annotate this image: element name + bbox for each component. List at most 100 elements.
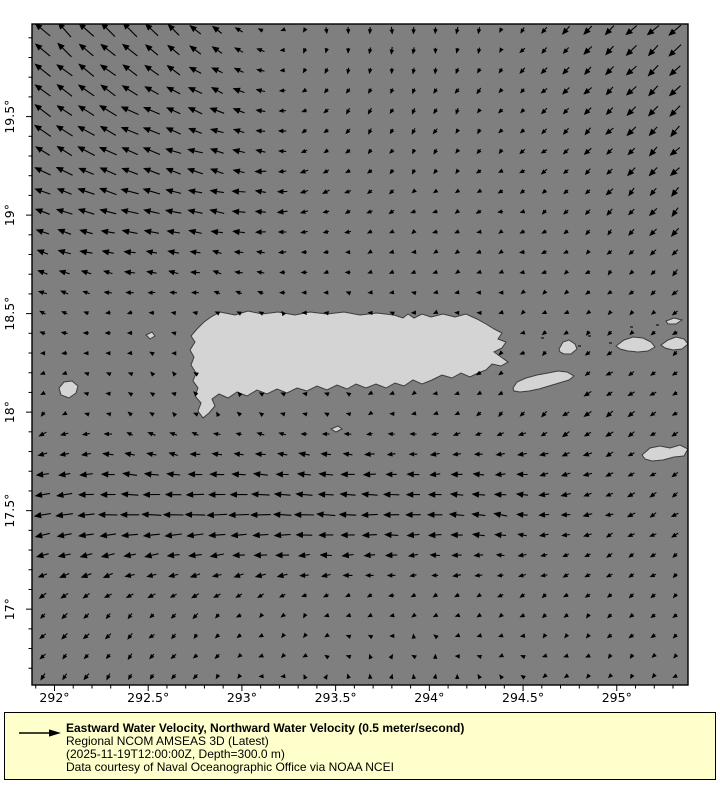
velocity-arrow bbox=[148, 633, 155, 639]
velocity-arrow bbox=[605, 45, 614, 56]
velocity-arrow bbox=[406, 531, 420, 539]
velocity-arrow bbox=[477, 68, 482, 74]
velocity-arrow bbox=[563, 309, 570, 314]
velocity-arrow bbox=[498, 87, 504, 94]
velocity-arrow bbox=[127, 392, 134, 397]
velocity-arrow bbox=[99, 187, 117, 196]
velocity-arrow bbox=[209, 188, 224, 195]
velocity-arrow bbox=[38, 592, 47, 599]
island-vieques bbox=[512, 370, 575, 393]
velocity-arrow bbox=[628, 593, 634, 599]
velocity-arrow bbox=[384, 531, 399, 539]
velocity-arrow bbox=[255, 249, 265, 255]
velocity-arrow bbox=[235, 593, 243, 598]
velocity-arrow bbox=[476, 411, 482, 417]
velocity-arrow bbox=[583, 147, 592, 156]
velocity-arrow bbox=[671, 532, 679, 538]
velocity-arrow bbox=[187, 147, 203, 154]
velocity-arrow bbox=[82, 633, 90, 640]
velocity-arrow bbox=[411, 128, 417, 135]
velocity-arrow bbox=[562, 107, 570, 115]
velocity-arrow bbox=[366, 209, 373, 214]
velocity-arrow bbox=[411, 654, 417, 660]
velocity-arrow bbox=[143, 471, 159, 478]
velocity-arrow bbox=[232, 108, 245, 114]
legend-box: Eastward Water Velocity, Northward Water… bbox=[4, 712, 716, 780]
velocity-arrow bbox=[256, 270, 265, 275]
velocity-arrow bbox=[389, 67, 395, 75]
velocity-arrow bbox=[494, 471, 506, 478]
velocity-arrow bbox=[405, 491, 420, 498]
velocity-arrow bbox=[99, 208, 117, 215]
velocity-arrow bbox=[539, 451, 549, 457]
velocity-arrow bbox=[476, 148, 482, 155]
velocity-arrow bbox=[256, 68, 265, 73]
velocity-arrow bbox=[626, 126, 637, 137]
velocity-arrow bbox=[215, 673, 221, 680]
velocity-arrow bbox=[228, 511, 249, 519]
velocity-arrow bbox=[61, 350, 68, 356]
velocity-arrow bbox=[56, 105, 73, 116]
velocity-arrow bbox=[477, 128, 482, 135]
island-culebra bbox=[558, 339, 578, 355]
velocity-arrow bbox=[520, 289, 526, 295]
velocity-arrow bbox=[168, 451, 179, 457]
velocity-arrow bbox=[83, 311, 89, 316]
velocity-arrow bbox=[672, 269, 678, 277]
velocity-arrow bbox=[429, 471, 441, 478]
velocity-arrow bbox=[344, 229, 352, 235]
velocity-arrow bbox=[497, 168, 504, 173]
velocity-arrow bbox=[432, 612, 439, 618]
velocity-arrow bbox=[105, 391, 111, 396]
velocity-arrow bbox=[562, 249, 569, 254]
velocity-arrow bbox=[301, 290, 307, 295]
velocity-arrow bbox=[648, 126, 658, 137]
velocity-arrow bbox=[323, 613, 330, 618]
velocity-arrow bbox=[258, 674, 264, 679]
velocity-arrow bbox=[452, 572, 462, 578]
velocity-arrow bbox=[346, 67, 351, 75]
velocity-arrow bbox=[585, 229, 591, 236]
velocity-arrow bbox=[33, 511, 51, 519]
velocity-arrow bbox=[120, 491, 139, 498]
velocity-arrow bbox=[56, 491, 73, 498]
velocity-arrow bbox=[389, 673, 394, 680]
velocity-arrow bbox=[650, 613, 656, 619]
velocity-arrow bbox=[476, 592, 482, 598]
velocity-arrow bbox=[388, 290, 395, 295]
velocity-arrow bbox=[649, 573, 657, 578]
velocity-arrow bbox=[495, 552, 505, 558]
axis-ticks bbox=[26, 37, 674, 691]
velocity-arrow bbox=[628, 187, 635, 197]
velocity-arrow bbox=[234, 47, 244, 53]
velocity-arrow bbox=[213, 290, 221, 295]
velocity-arrow bbox=[454, 390, 460, 395]
velocity-arrow bbox=[389, 26, 394, 35]
velocity-arrow bbox=[669, 167, 680, 177]
velocity-arrow bbox=[324, 632, 330, 638]
island-caja-de-muertos bbox=[329, 425, 343, 433]
velocity-arrow bbox=[650, 371, 656, 376]
velocity-arrow bbox=[127, 372, 134, 377]
velocity-arrow bbox=[605, 573, 613, 578]
velocity-arrow bbox=[102, 572, 113, 579]
velocity-arrow bbox=[454, 633, 461, 638]
velocity-arrow bbox=[345, 128, 351, 135]
y-tick-label: 19° bbox=[2, 204, 17, 226]
velocity-arrow bbox=[606, 249, 613, 255]
velocity-arrow bbox=[189, 45, 202, 55]
velocity-arrow bbox=[191, 432, 199, 437]
velocity-arrow bbox=[627, 167, 636, 177]
velocity-arrow bbox=[605, 472, 614, 477]
velocity-arrow bbox=[298, 552, 310, 559]
velocity-arrow bbox=[671, 370, 678, 376]
velocity-arrow bbox=[627, 492, 636, 498]
quiver-key-arrow-icon bbox=[19, 729, 61, 737]
velocity-arrow bbox=[257, 290, 264, 296]
velocity-arrow bbox=[61, 633, 68, 640]
velocity-arrow bbox=[433, 634, 439, 640]
velocity-arrow bbox=[147, 290, 156, 295]
velocity-arrow bbox=[84, 412, 90, 417]
velocity-arrow bbox=[77, 187, 95, 195]
velocity-arrow bbox=[477, 47, 482, 55]
